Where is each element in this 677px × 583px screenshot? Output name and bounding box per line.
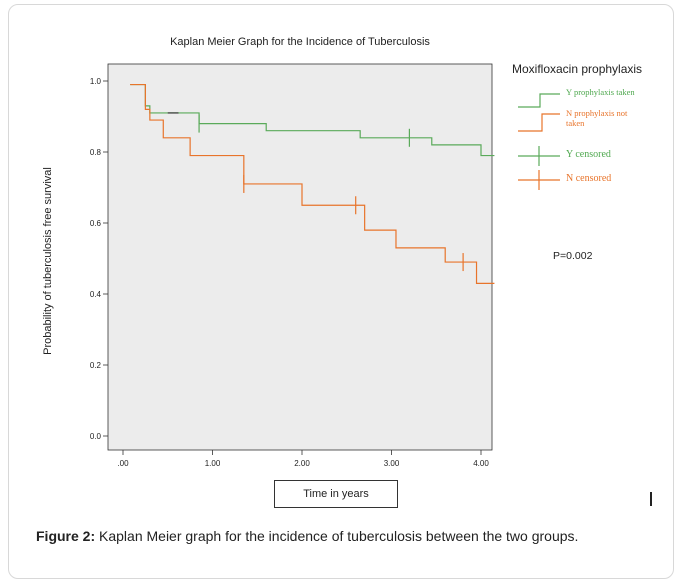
text-cursor-mark [650,492,652,506]
y-tick-label: 0.2 [90,361,102,370]
y-tick-label: 0.0 [90,432,102,441]
y-tick-label: 1.0 [90,77,102,86]
x-tick-label: 1.00 [205,459,221,468]
p-value-annotation: P=0.002 [553,250,593,262]
legend-label-n-not-taken-2: taken [566,118,585,128]
legend-label-n-not-taken-1: N prophylaxis not [566,108,628,118]
legend-label-n-censored: N censored [566,173,612,184]
x-tick-label: 2.00 [294,459,310,468]
x-tick-label: 3.00 [384,459,400,468]
series-line-n-prophylaxis-not-taken [130,83,495,284]
x-axis-label: Time in years [303,488,369,500]
chart-title: Kaplan Meier Graph for the Incidence of … [170,36,430,48]
figure-caption: Figure 2: Kaplan Meier graph for the inc… [36,527,666,546]
y-tick-label: 0.4 [90,290,102,299]
legend-glyph-n-not-taken [518,113,560,132]
legend-glyph-y-taken [518,93,560,108]
x-tick-label: 4.00 [473,459,489,468]
series-line-y-prophylaxis-taken [130,83,495,157]
legend-label-y-taken: Y prophylaxis taken [566,87,635,97]
y-tick-label: 0.8 [90,148,102,157]
caption-text: Kaplan Meier graph for the incidence of … [95,528,579,544]
y-axis-label: Probability of tuberculosis free surviva… [42,167,54,355]
legend-title: Moxifloxacin prophylaxis [512,62,643,76]
x-axis-label-box: Time in years [274,480,398,508]
legend-label-y-censored: Y censored [566,149,611,160]
y-tick-label: 0.6 [90,219,102,228]
x-tick-label: .00 [117,459,129,468]
caption-label: Figure 2: [36,528,96,544]
plot-area [107,63,493,451]
